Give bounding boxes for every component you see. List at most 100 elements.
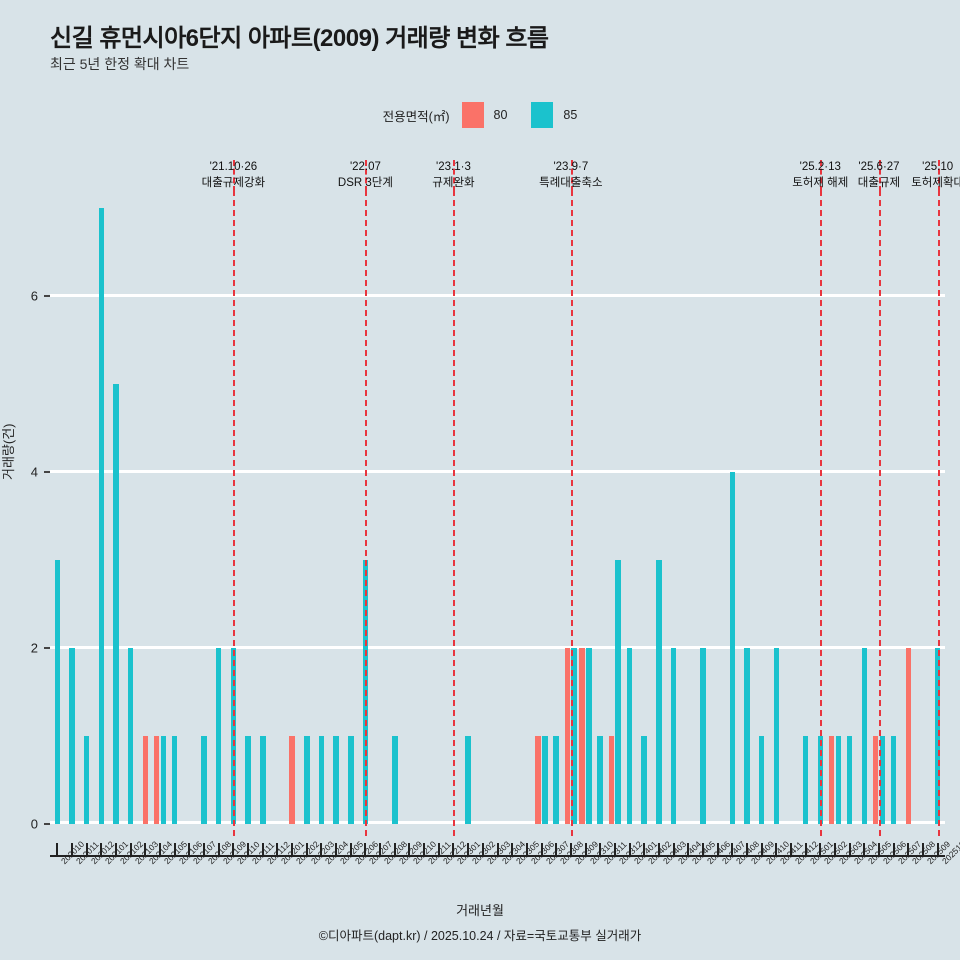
x-axis-tick-mark xyxy=(628,843,631,855)
y-axis-tick-mark xyxy=(44,294,50,297)
bar[interactable] xyxy=(846,735,853,824)
x-axis-tick-mark xyxy=(525,843,528,855)
bar[interactable] xyxy=(890,735,897,824)
bar[interactable] xyxy=(744,647,750,824)
bar[interactable] xyxy=(641,735,647,824)
x-axis-tick-mark xyxy=(613,843,616,855)
event-annotation: '25.10 토허제확대 xyxy=(911,160,960,191)
bar[interactable] xyxy=(535,735,541,824)
bar[interactable] xyxy=(153,735,160,824)
event-marker-line-top xyxy=(365,160,368,192)
event-annotation-text: 토허제확대 xyxy=(911,176,960,189)
x-axis-tick-mark xyxy=(555,843,558,855)
axis-baseline xyxy=(50,821,945,824)
bar[interactable] xyxy=(700,647,706,824)
bar[interactable] xyxy=(160,735,167,824)
bar[interactable] xyxy=(304,735,310,824)
x-axis-tick-mark xyxy=(877,843,880,855)
bar[interactable] xyxy=(289,735,295,824)
page-title: 신길 휴먼시아6단지 아파트(2009) 거래량 변화 흐름 xyxy=(50,25,549,52)
x-axis-tick-mark xyxy=(173,843,176,855)
y-axis-tick-label: 6 xyxy=(30,288,38,304)
bar[interactable] xyxy=(333,735,339,824)
bar[interactable] xyxy=(879,735,886,824)
bar[interactable] xyxy=(615,559,621,824)
bar[interactable] xyxy=(835,735,842,824)
gridline xyxy=(50,294,945,298)
x-axis-tick-mark xyxy=(892,843,895,855)
x-axis-tick-mark xyxy=(745,843,748,855)
event-marker-line-top xyxy=(937,160,940,192)
x-axis-tick-mark xyxy=(672,843,675,855)
bar[interactable] xyxy=(597,735,603,824)
bar[interactable] xyxy=(348,735,354,824)
bar[interactable] xyxy=(670,647,677,824)
x-axis-tick-mark xyxy=(291,843,294,855)
bar[interactable] xyxy=(69,647,75,824)
bar[interactable] xyxy=(260,735,266,824)
x-axis-tick-mark xyxy=(569,843,572,855)
bar[interactable] xyxy=(113,383,119,824)
chart-legend: 전용면적(㎡) 80 85 xyxy=(0,102,960,128)
x-axis-tick-mark xyxy=(349,843,352,855)
bar[interactable] xyxy=(773,647,780,824)
event-marker-line xyxy=(937,190,940,836)
event-annotation-text: 대출규제강화 xyxy=(201,176,266,189)
bar[interactable] xyxy=(579,647,585,824)
bar[interactable] xyxy=(729,471,735,824)
x-axis-tick-mark xyxy=(701,843,704,855)
event-marker-line-top xyxy=(820,160,823,192)
event-annotation-text: 토허제 해제 xyxy=(792,176,849,189)
y-axis-tick-mark xyxy=(44,823,50,825)
bar[interactable] xyxy=(318,735,325,824)
bar[interactable] xyxy=(171,735,178,824)
bar[interactable] xyxy=(802,735,809,824)
bar[interactable] xyxy=(553,735,559,824)
bar[interactable] xyxy=(828,735,835,824)
event-marker-line xyxy=(570,190,573,836)
event-marker-line xyxy=(878,190,881,836)
x-axis-tick-mark xyxy=(144,843,147,855)
bar[interactable] xyxy=(586,647,592,824)
bar[interactable] xyxy=(142,735,149,824)
event-annotation-text: DSR 3단계 xyxy=(337,176,393,189)
event-annotation: '25.6·27 대출규제 xyxy=(858,160,900,191)
bar[interactable] xyxy=(564,647,571,824)
bar[interactable] xyxy=(571,647,577,824)
bar[interactable] xyxy=(54,559,61,824)
event-marker-line xyxy=(820,190,823,836)
x-axis-line xyxy=(50,855,945,857)
bar[interactable] xyxy=(872,735,879,824)
bar[interactable] xyxy=(758,735,765,824)
x-axis-tick-mark xyxy=(775,843,778,855)
bar[interactable] xyxy=(465,735,471,824)
x-axis-tick-mark xyxy=(643,843,646,855)
bar[interactable] xyxy=(127,647,134,824)
legend-title: 전용면적(㎡) xyxy=(382,109,450,124)
x-axis-tick-mark xyxy=(687,843,690,855)
bar[interactable] xyxy=(626,647,633,824)
x-axis-tick-mark xyxy=(599,843,602,855)
bar[interactable] xyxy=(905,647,912,824)
x-axis-tick-mark xyxy=(936,843,939,855)
x-axis-tick-mark xyxy=(408,843,411,855)
bar[interactable] xyxy=(656,559,662,824)
bar[interactable] xyxy=(542,735,548,824)
bar[interactable] xyxy=(98,207,105,824)
x-axis-tick-mark xyxy=(188,843,191,855)
x-axis-tick-mark xyxy=(848,843,851,855)
x-axis-tick-mark xyxy=(71,843,73,855)
bar[interactable] xyxy=(608,735,615,824)
bar[interactable] xyxy=(201,735,207,824)
bar[interactable] xyxy=(861,647,868,824)
bar[interactable] xyxy=(245,735,251,824)
event-annotation-date: '25.2·13 xyxy=(799,161,841,173)
event-annotation-date: '25.10 xyxy=(922,161,954,173)
x-axis-tick-mark xyxy=(261,843,264,855)
bar[interactable] xyxy=(83,735,90,824)
bar[interactable] xyxy=(215,647,222,824)
event-annotation-text: 규제완화 xyxy=(432,176,475,189)
x-axis-title: 거래년월 xyxy=(456,903,504,918)
bar[interactable] xyxy=(392,735,398,824)
